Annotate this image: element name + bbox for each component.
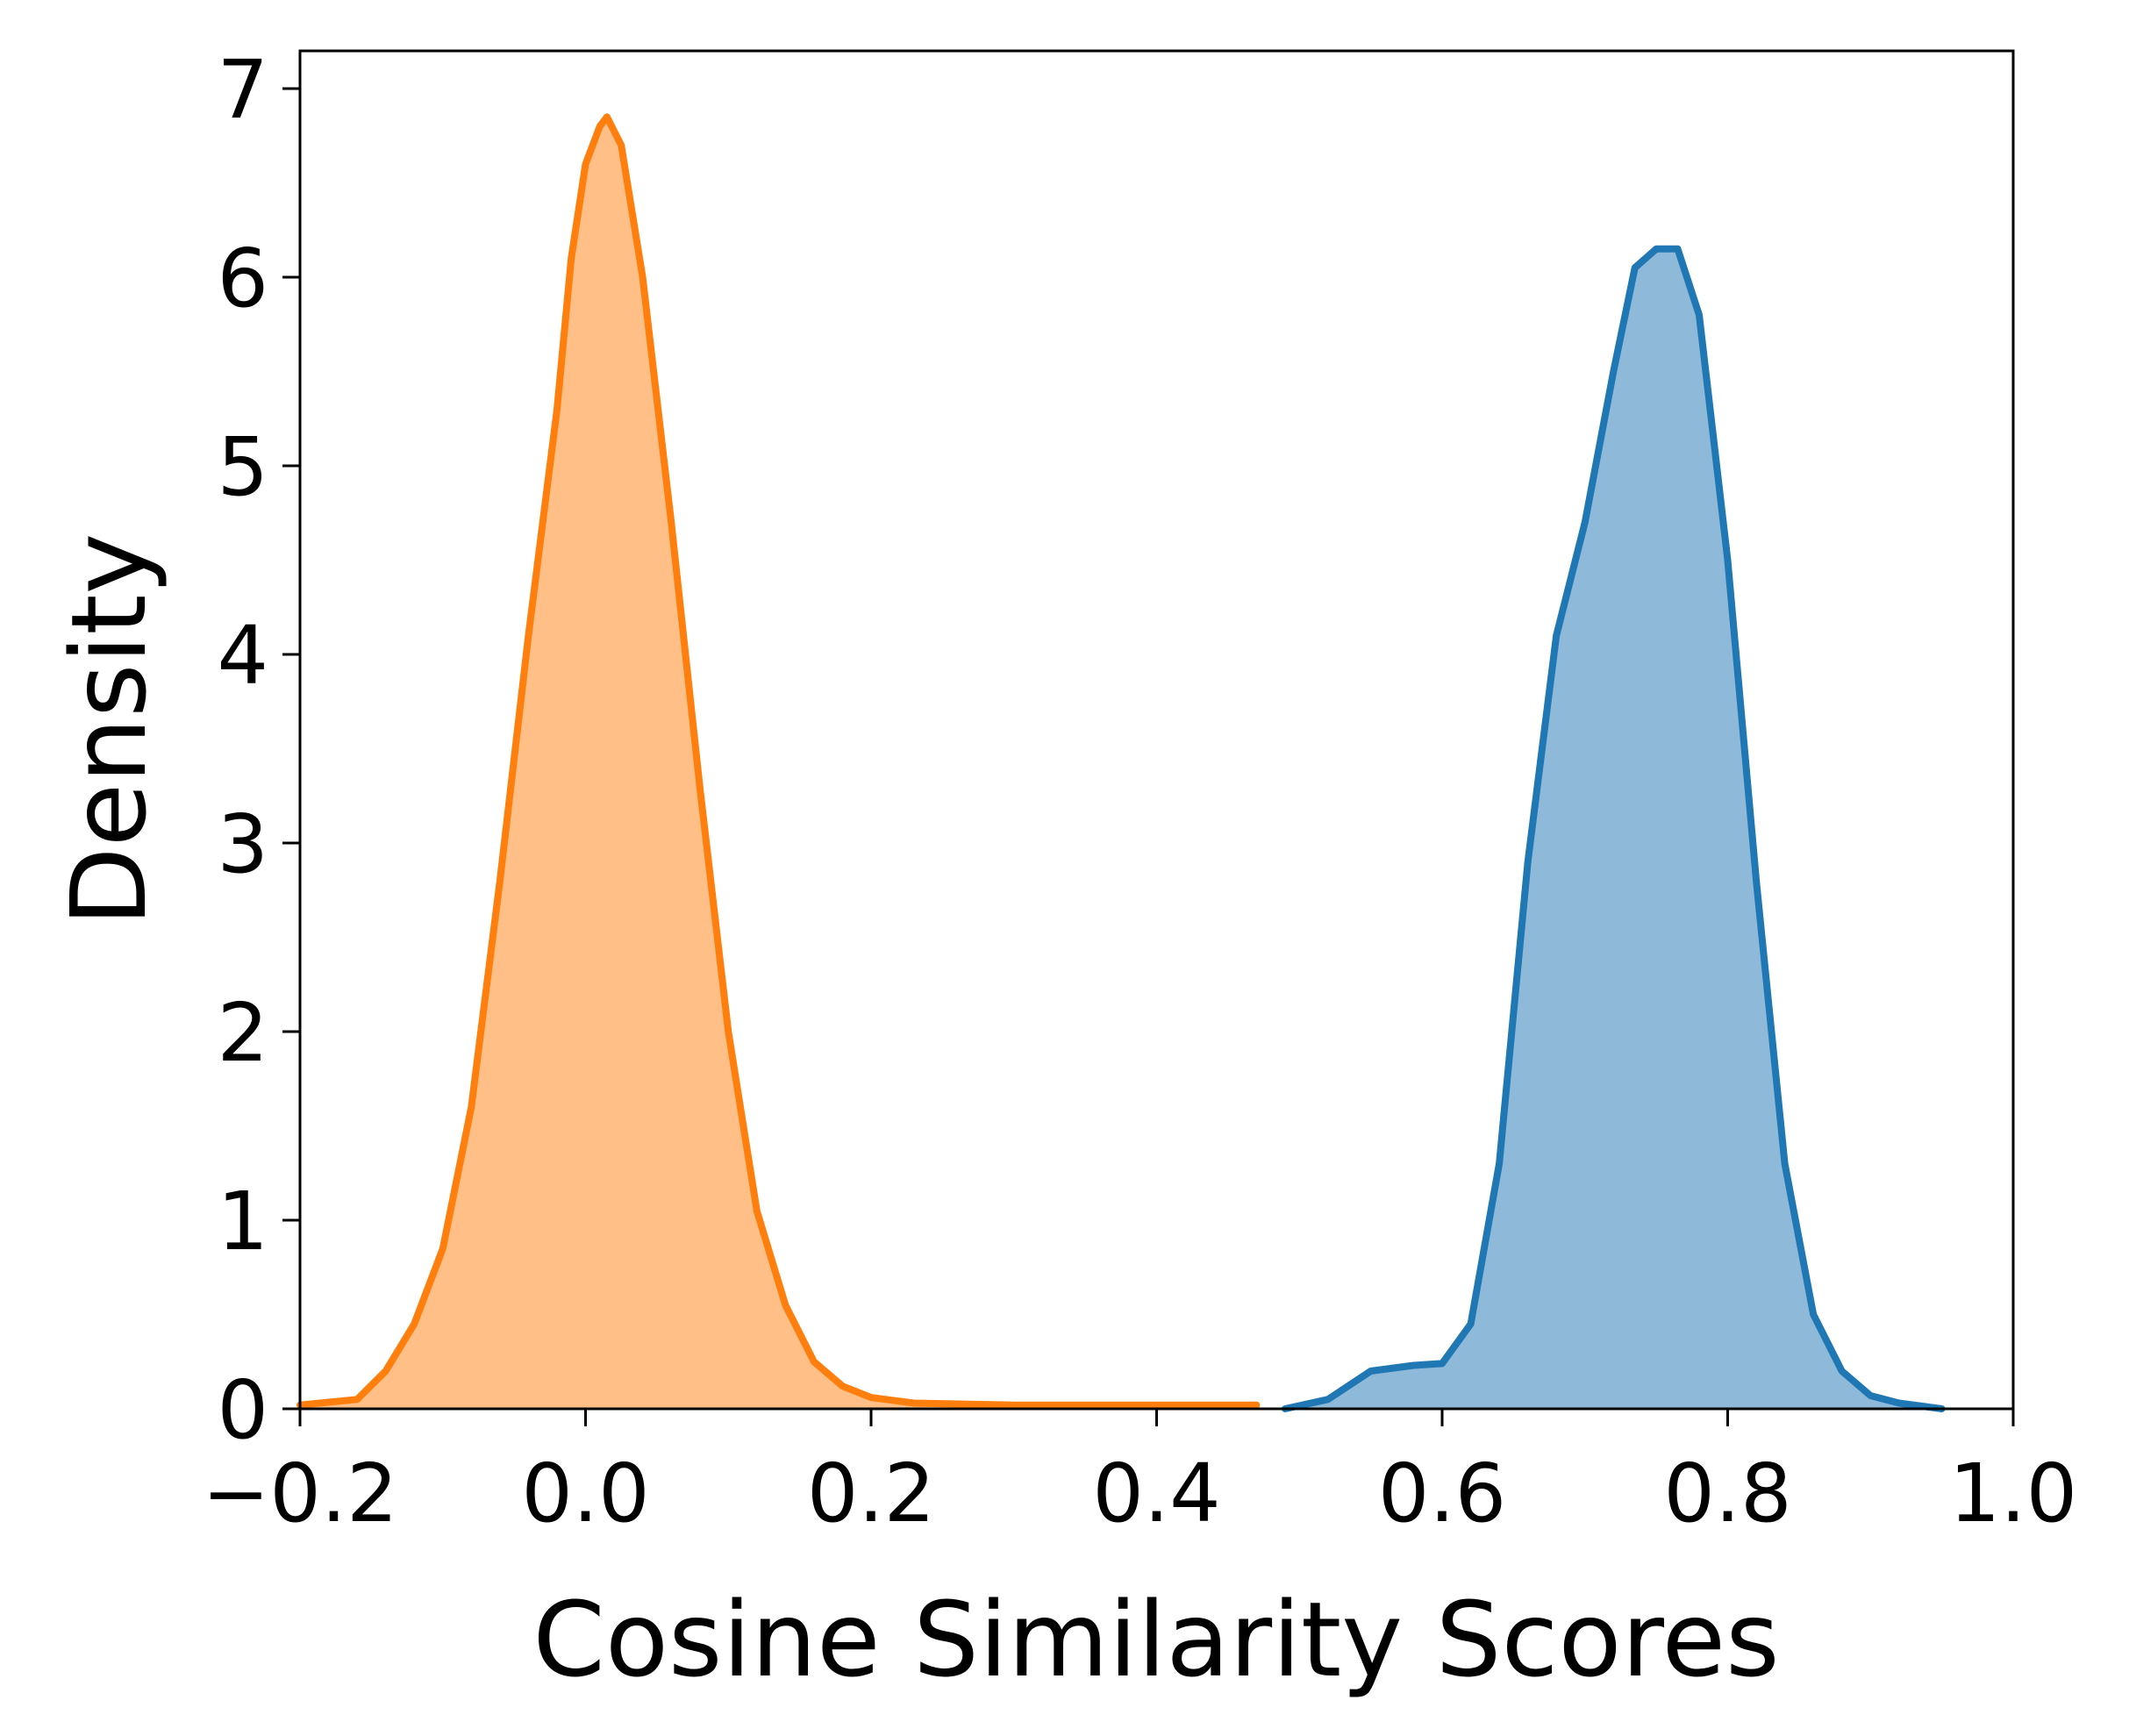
y-axis-label: Density xyxy=(48,533,169,927)
x-axis-label: Cosine Similarity Scores xyxy=(532,1579,1779,1700)
y-tick-label: 5 xyxy=(217,420,268,514)
density-line-1 xyxy=(1282,245,1946,1412)
y-tick-label: 7 xyxy=(217,43,268,137)
x-tick-label: 0.4 xyxy=(1092,1447,1220,1540)
series-layer xyxy=(296,113,1946,1412)
density-area-0 xyxy=(300,117,1257,1409)
x-axis: −0.2 0.0 0.2 0.4 0.6 0.8 1.0 xyxy=(202,1409,2077,1540)
y-tick-label: 3 xyxy=(217,797,268,891)
x-tick-label: −0.2 xyxy=(202,1447,397,1540)
y-tick-label: 0 xyxy=(217,1363,268,1457)
density-line-0 xyxy=(296,113,1261,1409)
x-tick-label: 0.0 xyxy=(521,1447,649,1540)
x-tick-label: 0.8 xyxy=(1663,1447,1791,1540)
y-tick-label: 6 xyxy=(217,232,268,325)
y-tick-label: 1 xyxy=(217,1175,268,1268)
x-tick-label: 0.2 xyxy=(807,1447,935,1540)
y-axis: 0 1 2 3 4 5 6 7 xyxy=(217,43,300,1457)
x-tick-label: 1.0 xyxy=(1949,1447,2077,1540)
y-tick-label: 2 xyxy=(217,986,268,1080)
y-tick-label: 4 xyxy=(217,609,268,703)
x-tick-label: 0.6 xyxy=(1378,1447,1506,1540)
